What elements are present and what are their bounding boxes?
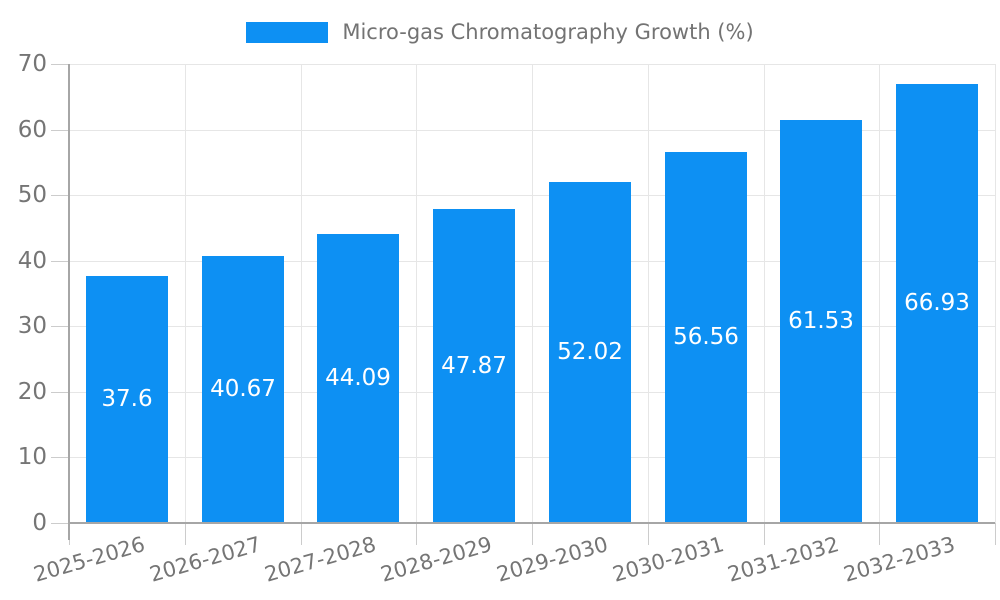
bar-value-label: 66.93 bbox=[904, 290, 970, 316]
bar-value-label: 40.67 bbox=[210, 376, 276, 402]
bar-value-label: 44.09 bbox=[325, 365, 391, 391]
v-gridline bbox=[532, 64, 533, 523]
x-tick-mark bbox=[301, 523, 302, 545]
y-tick-label: 50 bbox=[17, 182, 47, 208]
y-tick-label: 40 bbox=[17, 248, 47, 274]
y-tick-label: 10 bbox=[17, 444, 47, 470]
legend[interactable]: Micro-gas Chromatography Growth (%) bbox=[0, 20, 1000, 45]
bar[interactable]: 47.87 bbox=[433, 209, 515, 522]
y-axis-line bbox=[68, 64, 70, 540]
y-tick-label: 60 bbox=[17, 117, 47, 143]
y-tick-label: 30 bbox=[17, 313, 47, 339]
v-gridline bbox=[185, 64, 186, 523]
x-tick-mark bbox=[995, 523, 996, 545]
v-gridline bbox=[648, 64, 649, 523]
bar[interactable]: 40.67 bbox=[202, 256, 284, 522]
y-tick-mark bbox=[51, 392, 69, 393]
bar-value-label: 52.02 bbox=[557, 339, 623, 365]
y-tick-mark bbox=[51, 261, 69, 262]
y-tick-mark bbox=[51, 457, 69, 458]
bar-value-label: 61.53 bbox=[788, 308, 854, 334]
x-tick-mark bbox=[648, 523, 649, 545]
x-tick-mark bbox=[532, 523, 533, 545]
bar-value-label: 56.56 bbox=[673, 324, 739, 350]
x-tick-mark bbox=[416, 523, 417, 545]
y-tick-mark bbox=[51, 130, 69, 131]
v-gridline bbox=[879, 64, 880, 523]
y-tick-mark bbox=[51, 326, 69, 327]
bar[interactable]: 44.09 bbox=[317, 234, 399, 522]
v-gridline bbox=[301, 64, 302, 523]
legend-label: Micro-gas Chromatography Growth (%) bbox=[342, 20, 754, 44]
y-tick-mark bbox=[51, 64, 69, 65]
x-axis-line bbox=[68, 522, 995, 524]
v-gridline bbox=[995, 64, 996, 523]
x-tick-mark bbox=[185, 523, 186, 545]
bar[interactable]: 56.56 bbox=[665, 152, 747, 522]
legend-swatch bbox=[246, 22, 329, 43]
bar[interactable]: 66.93 bbox=[896, 84, 978, 522]
bar-value-label: 37.6 bbox=[101, 386, 153, 412]
bar[interactable]: 37.6 bbox=[86, 276, 168, 522]
x-tick-mark bbox=[764, 523, 765, 545]
v-gridline bbox=[764, 64, 765, 523]
bar[interactable]: 61.53 bbox=[780, 120, 862, 522]
v-gridline bbox=[416, 64, 417, 523]
y-tick-label: 0 bbox=[32, 510, 47, 536]
y-tick-label: 70 bbox=[17, 51, 47, 77]
x-tick-mark bbox=[879, 523, 880, 545]
y-tick-mark bbox=[51, 523, 69, 524]
bar-value-label: 47.87 bbox=[441, 352, 507, 379]
y-tick-mark bbox=[51, 195, 69, 196]
bar[interactable]: 52.02 bbox=[549, 182, 631, 522]
y-tick-label: 20 bbox=[17, 379, 47, 405]
